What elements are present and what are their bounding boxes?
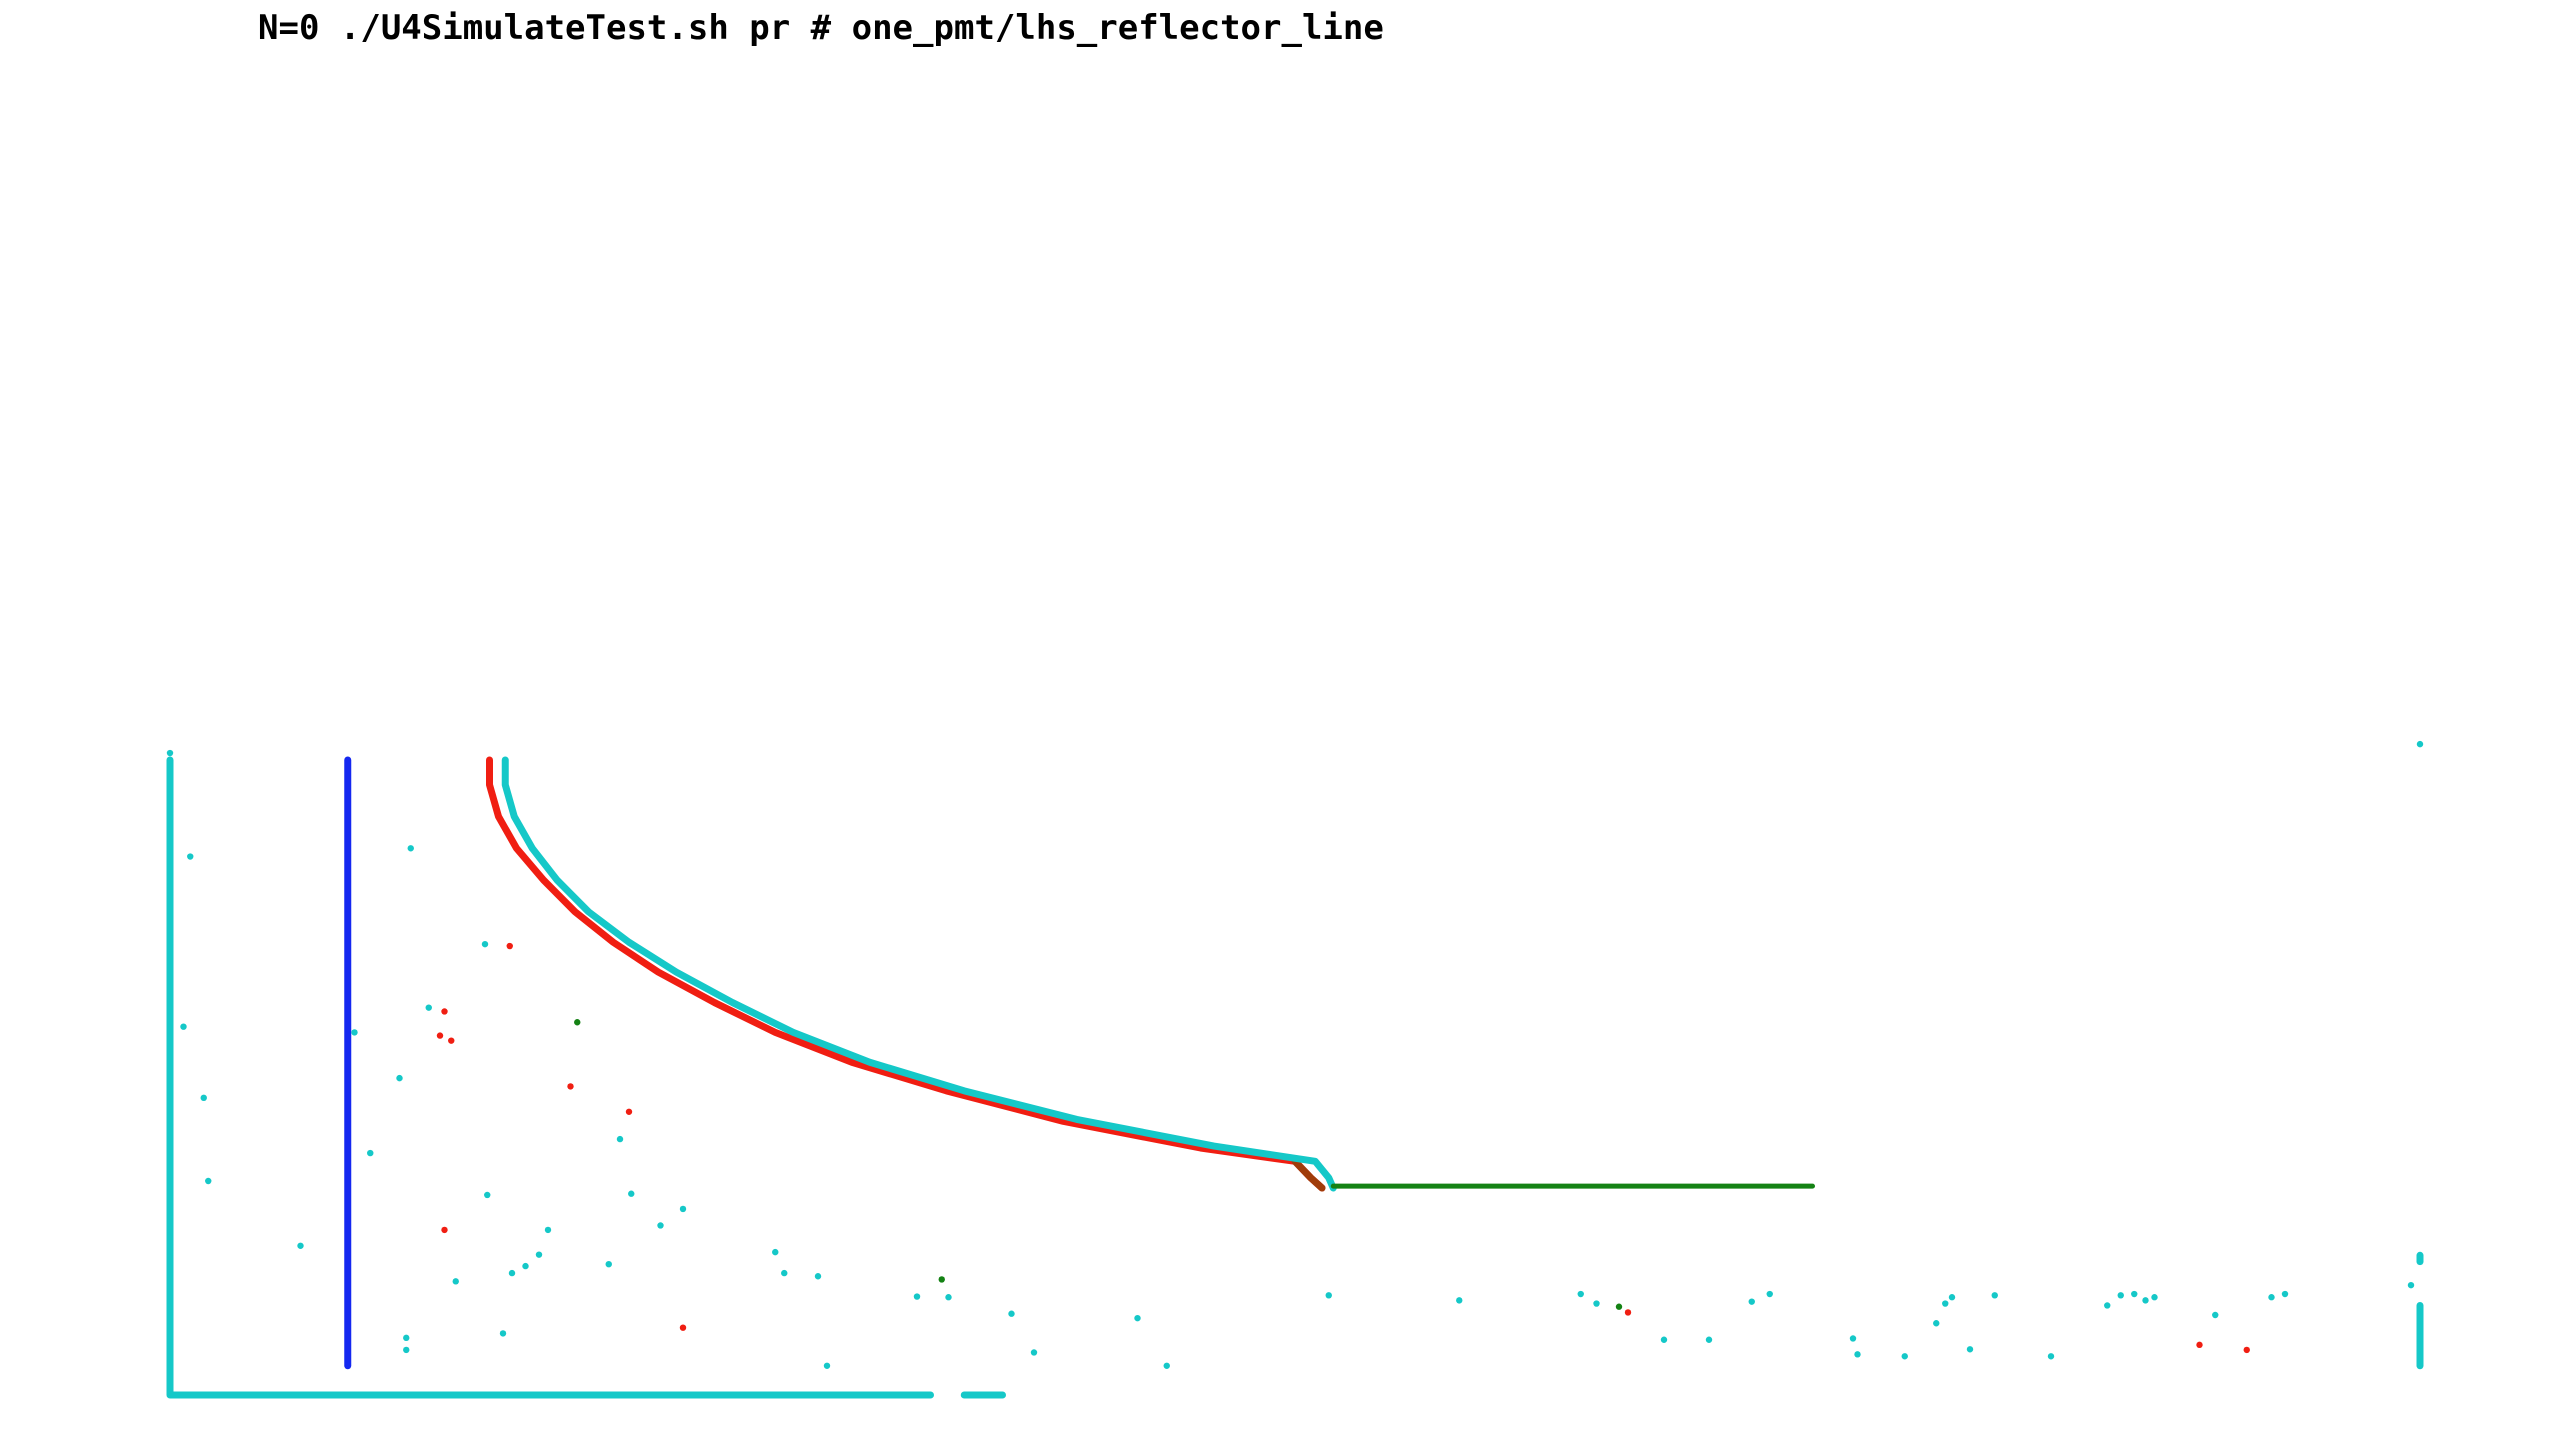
cyan-points-point-8	[396, 1074, 403, 1082]
cyan-points-point-16	[499, 1330, 507, 1337]
cyan-points-point-35	[1163, 1362, 1170, 1369]
cyan-points-point-9	[407, 845, 414, 852]
cyan-points-point-56	[1849, 1335, 1857, 1342]
cyan-points-point-50	[2212, 1311, 2219, 1319]
cyan-points-point-53	[2416, 740, 2424, 748]
cyan-points-point-13	[452, 1278, 459, 1285]
cyan-points-point-44	[1948, 1294, 1956, 1301]
cyan-points-point-0	[166, 749, 174, 757]
green-points-point-2	[1615, 1303, 1623, 1310]
cyan-points-point-39	[1593, 1300, 1600, 1307]
cyan-points-point-34	[1134, 1314, 1141, 1322]
green-points-point-1	[938, 1276, 945, 1283]
cyan-points-point-40	[1748, 1298, 1755, 1305]
cyan-points-point-28	[814, 1273, 822, 1280]
cyan-points-point-37	[1456, 1297, 1463, 1304]
cyan-points-point-32	[1008, 1310, 1015, 1317]
cyan-points-point-51	[2268, 1294, 2275, 1301]
red-points-point-4	[567, 1083, 574, 1090]
plot-title: N=0 ./U4SimulateTest.sh pr # one_pmt/lhs…	[258, 8, 1384, 48]
lines-layer	[166, 756, 2424, 1399]
cyan-points-point-11	[403, 1334, 410, 1342]
cyan-arc	[501, 756, 1337, 1192]
cyan-points-point-19	[535, 1251, 543, 1258]
red-points-point-5	[625, 1108, 633, 1115]
cyan-points-point-48	[2131, 1290, 2138, 1298]
brown-tail	[1291, 1157, 1326, 1192]
red-points-point-1	[436, 1032, 444, 1039]
red-points-point-3	[506, 942, 513, 950]
red-arc	[486, 756, 1326, 1192]
cyan-points-point-10	[425, 1004, 432, 1011]
cyan-left-wall	[166, 756, 934, 1399]
cyan-points-point-58	[1933, 1320, 1940, 1327]
cyan-points-point-52	[2407, 1281, 2415, 1289]
red-points-point-10	[2243, 1346, 2250, 1354]
red-points-point-8	[1624, 1309, 1632, 1316]
cyan-points-point-17	[508, 1269, 516, 1277]
cyan-points-point-38	[1577, 1290, 1584, 1298]
cyan-points-point-6	[351, 1029, 358, 1036]
cyan-points-point-43	[1942, 1300, 1949, 1307]
cyan-points-point-23	[628, 1190, 635, 1197]
cyan-points-point-57	[1854, 1351, 1861, 1358]
red-points-point-6	[679, 1324, 687, 1331]
cyan-points-point-12	[403, 1346, 410, 1354]
cyan-points-point-62	[2281, 1290, 2289, 1298]
cyan-points-point-1	[187, 853, 194, 860]
cyan-points-point-14	[484, 1191, 491, 1199]
cyan-points-point-2	[180, 1023, 187, 1030]
cyan-points-point-29	[823, 1362, 831, 1369]
cyan-points-point-47	[2117, 1292, 2124, 1299]
cyan-points-point-18	[522, 1262, 529, 1270]
cyan-points-point-24	[657, 1222, 664, 1229]
green-points-point-0	[574, 1019, 581, 1026]
cyan-points-point-54	[1660, 1336, 1668, 1343]
cyan-points-point-3	[200, 1094, 207, 1102]
red-points-point-2	[448, 1037, 455, 1044]
cyan-points-point-46	[2047, 1353, 2055, 1360]
red-points-point-0	[441, 1008, 448, 1015]
cyan-points-point-36	[1325, 1292, 1332, 1299]
cyan-points-point-20	[544, 1226, 552, 1234]
red-points-point-7	[441, 1226, 448, 1234]
cyan-points-point-27	[781, 1269, 788, 1277]
red-points-point-9	[2196, 1341, 2203, 1349]
cyan-points-point-60	[2104, 1302, 2111, 1309]
cyan-points-point-26	[772, 1248, 779, 1256]
cyan-points-point-5	[297, 1242, 304, 1249]
cyan-points-point-30	[913, 1293, 921, 1300]
cyan-points-point-42	[1901, 1353, 1908, 1360]
cyan-points-point-7	[367, 1149, 374, 1157]
cyan-points-point-25	[679, 1205, 687, 1213]
cyan-points-point-22	[616, 1135, 624, 1143]
cyan-points-point-15	[481, 940, 489, 948]
cyan-points-point-55	[1705, 1336, 1713, 1343]
cyan-points-point-49	[2142, 1297, 2149, 1304]
cyan-points-point-45	[1991, 1292, 1998, 1299]
cyan-points-point-21	[605, 1260, 612, 1268]
cyan-points-point-4	[205, 1177, 212, 1185]
cyan-points-point-61	[2151, 1294, 2158, 1301]
cyan-points-point-41	[1766, 1290, 1773, 1298]
points-layer	[166, 740, 2424, 1369]
cyan-points-point-33	[1030, 1349, 1038, 1356]
cyan-points-point-31	[945, 1294, 952, 1301]
cyan-points-point-59	[1966, 1346, 1974, 1353]
